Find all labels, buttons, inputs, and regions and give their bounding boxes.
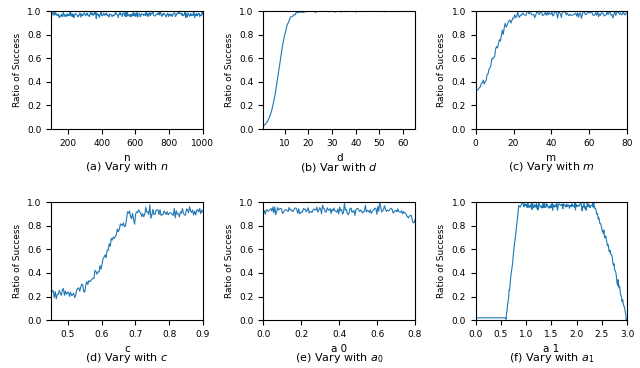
Y-axis label: Ratio of Success: Ratio of Success (13, 33, 22, 107)
X-axis label: a 0: a 0 (331, 344, 348, 354)
Title: (d) Vary with $c$: (d) Vary with $c$ (85, 351, 169, 365)
Y-axis label: Ratio of Success: Ratio of Success (437, 33, 446, 107)
X-axis label: a 1: a 1 (543, 344, 559, 354)
Y-axis label: Ratio of Success: Ratio of Success (225, 224, 234, 298)
Y-axis label: Ratio of Success: Ratio of Success (437, 224, 446, 298)
Title: (e) Vary with $a_0$: (e) Vary with $a_0$ (295, 351, 383, 365)
X-axis label: c: c (124, 344, 130, 354)
Y-axis label: Ratio of Success: Ratio of Success (225, 33, 234, 107)
Title: (b) Var with $d$: (b) Var with $d$ (300, 161, 378, 174)
X-axis label: m: m (547, 153, 556, 163)
X-axis label: d: d (336, 153, 342, 163)
X-axis label: n: n (124, 153, 131, 163)
Title: (c) Vary with $m$: (c) Vary with $m$ (508, 160, 595, 174)
Title: (f) Vary with $a_1$: (f) Vary with $a_1$ (509, 351, 594, 365)
Y-axis label: Ratio of Success: Ratio of Success (13, 224, 22, 298)
Title: (a) Vary with $n$: (a) Vary with $n$ (85, 160, 169, 174)
